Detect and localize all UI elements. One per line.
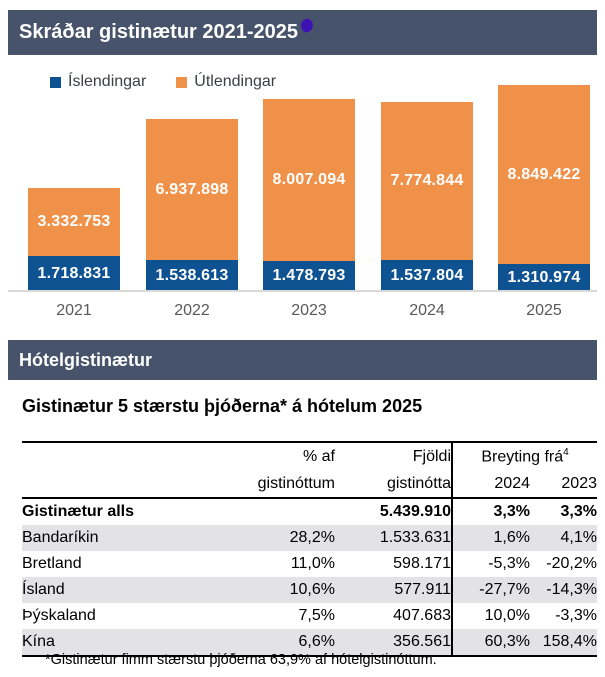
x-axis-label-2024: 2024 [409,302,445,319]
section-header-hotel-nights: Hótelgistinætur [8,340,597,380]
page-title: Skráðar gistinætur 2021-2025 [19,21,299,43]
legend-label-foreign: Útlendingar [194,73,277,90]
header-change-group: Breyting frá4 [451,442,597,470]
header-count-line1: Fjöldi [412,447,451,465]
share-of-nights: 11,0% [290,555,335,572]
change-from-2023: 4,1% [530,525,597,551]
legend-label-domestic: Íslendingar [68,73,147,90]
table-row-þýskaland: Þýskaland 7,5% 407.683 10,0% -3,3% [22,603,597,629]
total-change-2024: 3,3% [451,498,530,525]
legend-swatch-orange [176,76,188,88]
night-count: 1.533.631 [335,525,452,551]
country-name: Bandaríkin [22,525,180,551]
change-from-2024: 60,3% [451,629,530,656]
x-axis-label-2022: 2022 [174,302,210,319]
change-from-2024: 1,6% [451,525,530,551]
table-footnote: *Gistinætur fimm stærstu þjóðerna 63,9% … [45,652,437,668]
change-from-2023: -20,2% [546,555,597,572]
share-of-nights: 6,6% [180,629,335,656]
bar-segment-domestic-2021: 1.718.831 [28,256,120,291]
legend-swatch-blue [50,76,61,88]
country-name: Kína [22,629,180,656]
table-title: Gistinætur 5 stærstu þjóðerna* á hótelum… [22,396,423,416]
x-axis-label-2025: 2025 [526,302,562,319]
header-empty [22,442,180,470]
total-change-2023: 3,3% [560,503,597,520]
legend-item-domestic: Íslendingar [50,73,146,91]
x-axis-label-2021: 2021 [56,302,92,319]
bar-segment-domestic-2024: 1.537.804 [381,260,473,291]
table-row-bretland: Bretland 11,0% 598.171 -5,3% -20,2% [22,551,597,577]
bar-segment-foreign-2023: 8.007.094 [263,99,355,261]
bar-segment-foreign-2021: 3.332.753 [28,188,120,256]
header-empty-2 [22,470,180,499]
chart-legend: Íslendingar Útlendingar [50,73,276,91]
bar-segment-domestic-2023: 1.478.793 [263,261,355,291]
bar-segment-domestic-2025: 1.310.974 [498,264,590,291]
total-label: Gistinætur alls [22,503,135,520]
country-name: Bretland [22,555,82,572]
share-of-nights: 10,6% [180,577,335,603]
bar-segment-foreign-2024: 7.774.844 [381,102,473,260]
table-header-row-1: % af Fjöldi Breyting frá4 [22,442,597,470]
header-count-line2: gistinótta [335,470,452,499]
table-row-total: Gistinætur alls 5.439.910 3,3% 3,3% [22,498,597,525]
section-header-registered-nights: Skráðar gistinætur 2021-2025 [8,10,597,55]
bar-segment-foreign-2022: 6.937.898 [146,119,238,260]
change-from-2023: -3,3% [555,607,597,624]
night-count: 356.561 [335,629,452,656]
table-row-bandaríkin: Bandaríkin 28,2% 1.533.631 1,6% 4,1% [22,525,597,551]
bar-segment-domestic-2022: 1.538.613 [146,260,238,291]
x-axis-label-2023: 2023 [291,302,327,319]
header-pct-line1: % af [302,447,335,465]
header-change-footnote-ref: 4 [563,446,569,458]
header-year-2023: 2023 [530,470,597,499]
total-count: 5.439.910 [379,503,451,520]
country-name: Þýskaland [22,607,96,624]
change-from-2024: -27,7% [451,577,530,603]
x-axis-line [8,290,597,292]
night-count: 407.683 [393,607,451,624]
change-from-2024: 10,0% [451,603,530,629]
top-nationalities-table: % af Fjöldi Breyting frá4 gistinóttum gi… [22,441,597,657]
header-year-2024: 2024 [451,470,530,499]
change-from-2023: 158,4% [530,629,597,656]
legend-item-foreign: Útlendingar [176,73,276,91]
table-row-ísland: Ísland 10,6% 577.911 -27,7% -14,3% [22,577,597,603]
night-count: 598.171 [393,555,451,572]
total-pct [180,498,335,525]
header-change-label: Breyting frá [481,448,564,466]
night-count: 577.911 [335,577,452,603]
share-of-nights: 7,5% [298,607,335,624]
change-from-2024: -5,3% [451,551,530,577]
header-pct-line2: gistinóttum [180,470,335,499]
table-row-kína: Kína 6,6% 356.561 60,3% 158,4% [22,629,597,656]
title-note-dot-icon [299,17,315,34]
bar-segment-foreign-2025: 8.849.422 [498,85,590,264]
change-from-2023: -14,3% [530,577,597,603]
share-of-nights: 28,2% [180,525,335,551]
country-name: Ísland [22,577,180,603]
hotel-section-title: Hótelgistinætur [19,349,152,370]
table-header-row-2: gistinóttum gistinótta 2024 2023 [22,470,597,499]
